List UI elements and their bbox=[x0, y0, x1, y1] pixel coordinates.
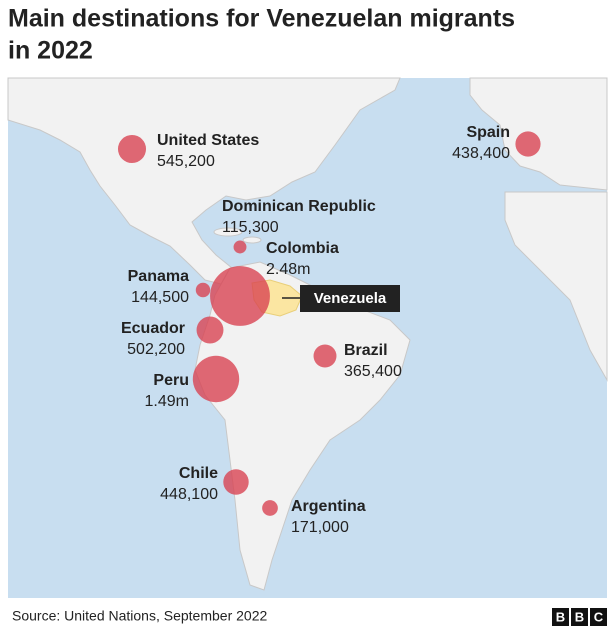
source: Source: United Nations, September 2022 bbox=[12, 608, 267, 624]
labels: United States 545,200 Spain 438,400 Dominica… bbox=[121, 124, 510, 536]
origin-label: Venezuela bbox=[314, 290, 387, 307]
destination-value: 171,000 bbox=[291, 519, 349, 536]
destination-value: 438,400 bbox=[452, 145, 510, 162]
bubbles bbox=[117, 131, 541, 516]
destination-name: United States bbox=[157, 132, 259, 149]
destination-name: Spain bbox=[466, 124, 510, 141]
bubble bbox=[195, 282, 211, 298]
logo-letter: B bbox=[575, 609, 584, 624]
destination-name: Argentina bbox=[291, 498, 366, 515]
destination-value: 115,300 bbox=[222, 219, 279, 236]
bubble bbox=[210, 266, 270, 326]
destination-value: 545,200 bbox=[157, 153, 215, 170]
logo: B B C bbox=[552, 608, 607, 626]
destination-name: Chile bbox=[179, 465, 218, 482]
bubble bbox=[223, 469, 249, 495]
bubble bbox=[313, 344, 337, 368]
bubble bbox=[117, 134, 147, 164]
destination-value: 1.49m bbox=[145, 393, 189, 410]
destination-value: 502,200 bbox=[127, 341, 185, 358]
destination-value: 448,100 bbox=[160, 486, 218, 503]
origin-box bbox=[300, 285, 400, 312]
destination-name: Ecuador bbox=[121, 320, 185, 337]
destination-name: Colombia bbox=[266, 240, 339, 257]
bubble bbox=[515, 131, 541, 157]
destination-name: Panama bbox=[128, 268, 189, 285]
destination-name: Dominican Republic bbox=[222, 198, 376, 215]
destination-value: 144,500 bbox=[131, 289, 189, 306]
destination-value: 2.48m bbox=[266, 261, 310, 278]
logo-letter: C bbox=[594, 609, 604, 624]
destination-name: Brazil bbox=[344, 342, 388, 359]
title-line: Main destinations for Venezuelan migrant… bbox=[8, 5, 515, 33]
bubble bbox=[262, 500, 278, 516]
destination-name: Peru bbox=[153, 372, 189, 389]
title-line: in 2022 bbox=[8, 37, 93, 65]
destination-value: 365,400 bbox=[344, 363, 402, 380]
bubble bbox=[233, 240, 247, 254]
logo-letter: B bbox=[556, 609, 565, 624]
bubble bbox=[192, 355, 240, 403]
basemap bbox=[7, 77, 608, 598]
bubble bbox=[196, 316, 224, 344]
